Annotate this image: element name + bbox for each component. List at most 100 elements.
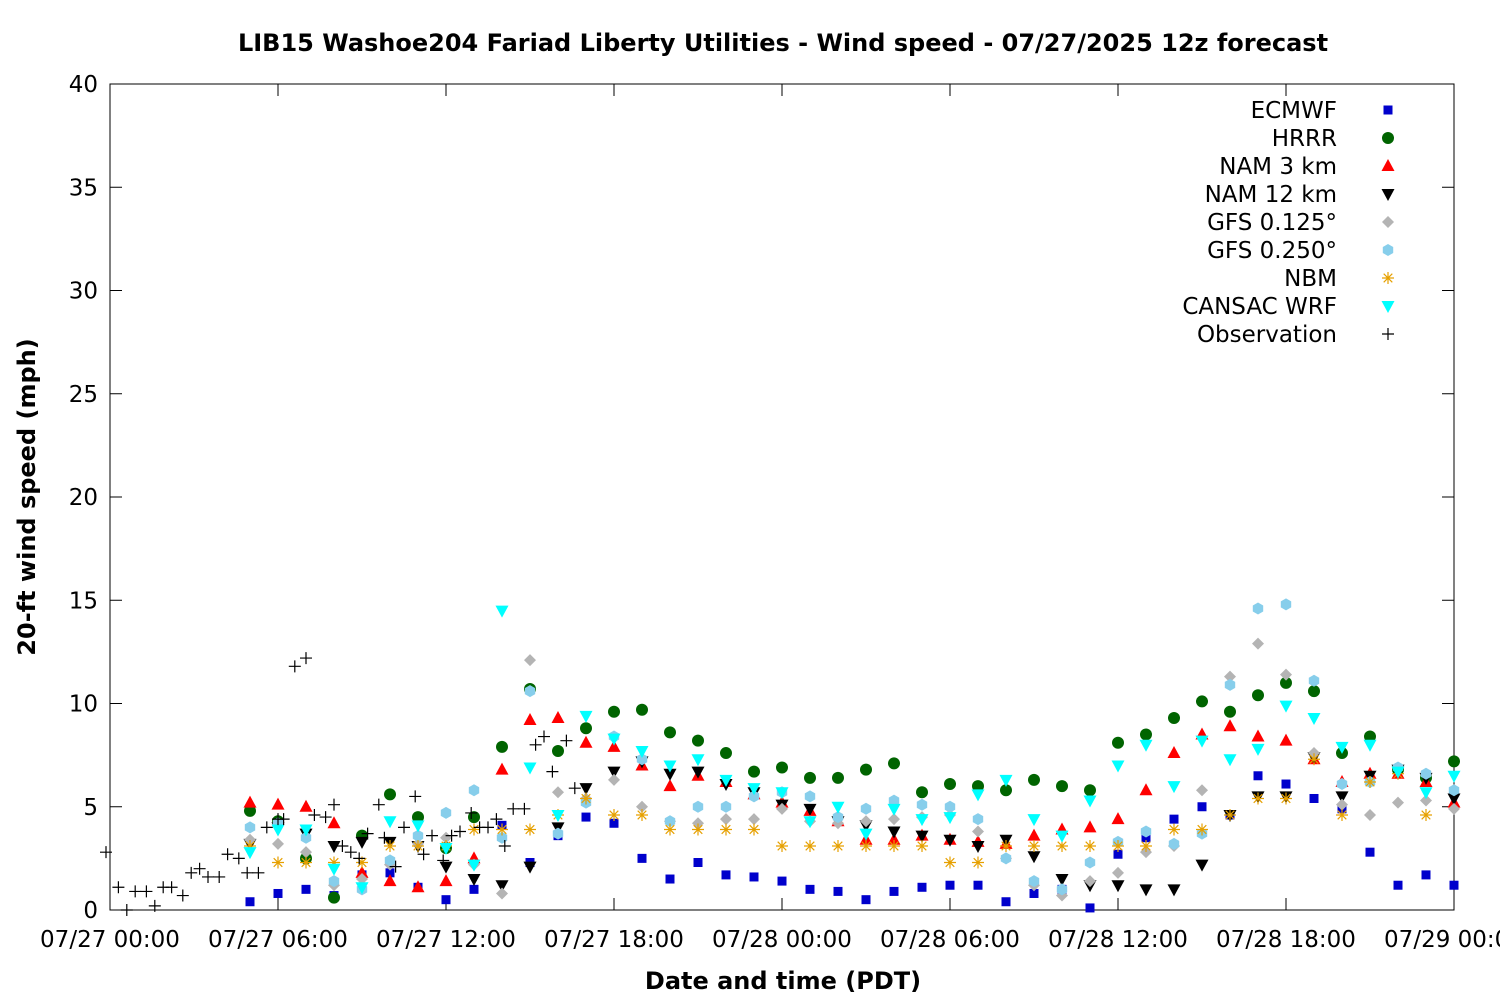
data-point (202, 870, 214, 883)
data-point (546, 765, 559, 778)
series-ecmwf (245, 771, 1459, 913)
data-point (384, 854, 396, 867)
data-point (232, 852, 245, 865)
data-point (411, 820, 425, 833)
data-point (915, 814, 929, 827)
data-point (887, 832, 901, 845)
data-point (1139, 739, 1153, 752)
data-point (1224, 678, 1236, 691)
data-point (538, 730, 550, 743)
x-tick-label: 07/27 06:00 (208, 927, 348, 953)
data-point (1335, 741, 1349, 754)
data-point (389, 860, 402, 873)
data-point (1252, 792, 1264, 805)
data-point (971, 840, 985, 853)
data-point (1224, 670, 1236, 683)
legend-item: GFS 0.250° (1207, 238, 1394, 264)
data-point (300, 856, 312, 869)
data-point (608, 705, 620, 718)
data-point (1421, 870, 1431, 880)
data-point (440, 831, 452, 844)
legend-label: GFS 0.250° (1207, 238, 1337, 264)
data-point (1391, 766, 1405, 779)
data-point (663, 760, 677, 773)
data-point (607, 739, 621, 752)
data-point (1084, 784, 1096, 797)
data-point (1252, 637, 1264, 650)
x-tick-label: 07/27 00:00 (40, 927, 180, 953)
data-point (972, 825, 984, 838)
data-point (277, 813, 290, 826)
data-point (1365, 847, 1375, 857)
data-point (551, 710, 565, 723)
legend-item: Observation (1197, 322, 1394, 348)
data-point (441, 895, 451, 905)
data-point (260, 821, 273, 834)
data-point (1001, 897, 1011, 907)
data-point (775, 787, 789, 800)
legend-marker (1383, 105, 1393, 115)
data-point (692, 800, 704, 813)
data-point (384, 839, 396, 852)
data-point (383, 816, 397, 829)
data-point (637, 853, 647, 863)
x-tick-label: 07/28 18:00 (1216, 927, 1356, 953)
data-point (721, 870, 731, 880)
series-cansac-wrf (243, 605, 1461, 895)
data-point (1056, 839, 1068, 852)
data-point (943, 834, 957, 847)
data-point (378, 831, 391, 844)
data-point (469, 884, 479, 894)
data-point (944, 778, 956, 791)
data-point (344, 846, 357, 859)
data-point (244, 839, 256, 852)
legend-label: CANSAC WRF (1182, 294, 1337, 320)
data-point (888, 757, 900, 770)
data-point (1000, 839, 1012, 852)
data-point (1280, 676, 1292, 689)
data-point (748, 790, 760, 803)
data-point (1195, 859, 1209, 872)
x-tick-label: 07/27 12:00 (376, 927, 516, 953)
data-point (467, 859, 481, 872)
data-point (1168, 711, 1180, 724)
data-point (468, 823, 480, 836)
data-point (692, 734, 704, 747)
data-point (409, 790, 422, 803)
data-point (1112, 839, 1124, 852)
data-point (252, 866, 265, 879)
legend-marker (1382, 328, 1394, 340)
data-point (803, 803, 817, 816)
data-point (972, 780, 984, 793)
data-point (748, 823, 760, 836)
data-point (355, 882, 369, 895)
data-point (803, 816, 817, 829)
data-point (581, 812, 591, 822)
data-point (1420, 767, 1432, 780)
data-point (1251, 743, 1265, 756)
data-point (832, 811, 844, 824)
y-tick-label: 15 (69, 588, 98, 614)
data-point (300, 846, 312, 859)
data-point (120, 904, 133, 916)
series-gfs-0-125 (244, 637, 1460, 902)
data-point (1139, 783, 1153, 796)
data-point (1336, 798, 1348, 811)
data-point (1224, 809, 1236, 822)
data-point (412, 839, 424, 852)
data-point (327, 840, 341, 853)
data-point (665, 874, 675, 884)
data-point (328, 891, 340, 904)
data-point (1224, 705, 1236, 718)
data-point (608, 773, 620, 786)
data-point (636, 753, 648, 766)
data-point (889, 886, 899, 896)
legend-item: ECMWF (1251, 98, 1393, 124)
data-point (385, 868, 395, 878)
data-point (916, 839, 928, 852)
x-axis-label: Date and time (PDT) (645, 967, 921, 995)
y-tick-label: 0 (83, 898, 98, 924)
y-tick-label: 25 (69, 382, 98, 408)
data-point (319, 811, 332, 824)
data-point (1111, 880, 1125, 893)
